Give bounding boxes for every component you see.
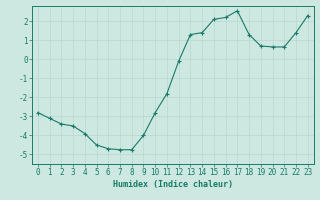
X-axis label: Humidex (Indice chaleur): Humidex (Indice chaleur) xyxy=(113,180,233,189)
